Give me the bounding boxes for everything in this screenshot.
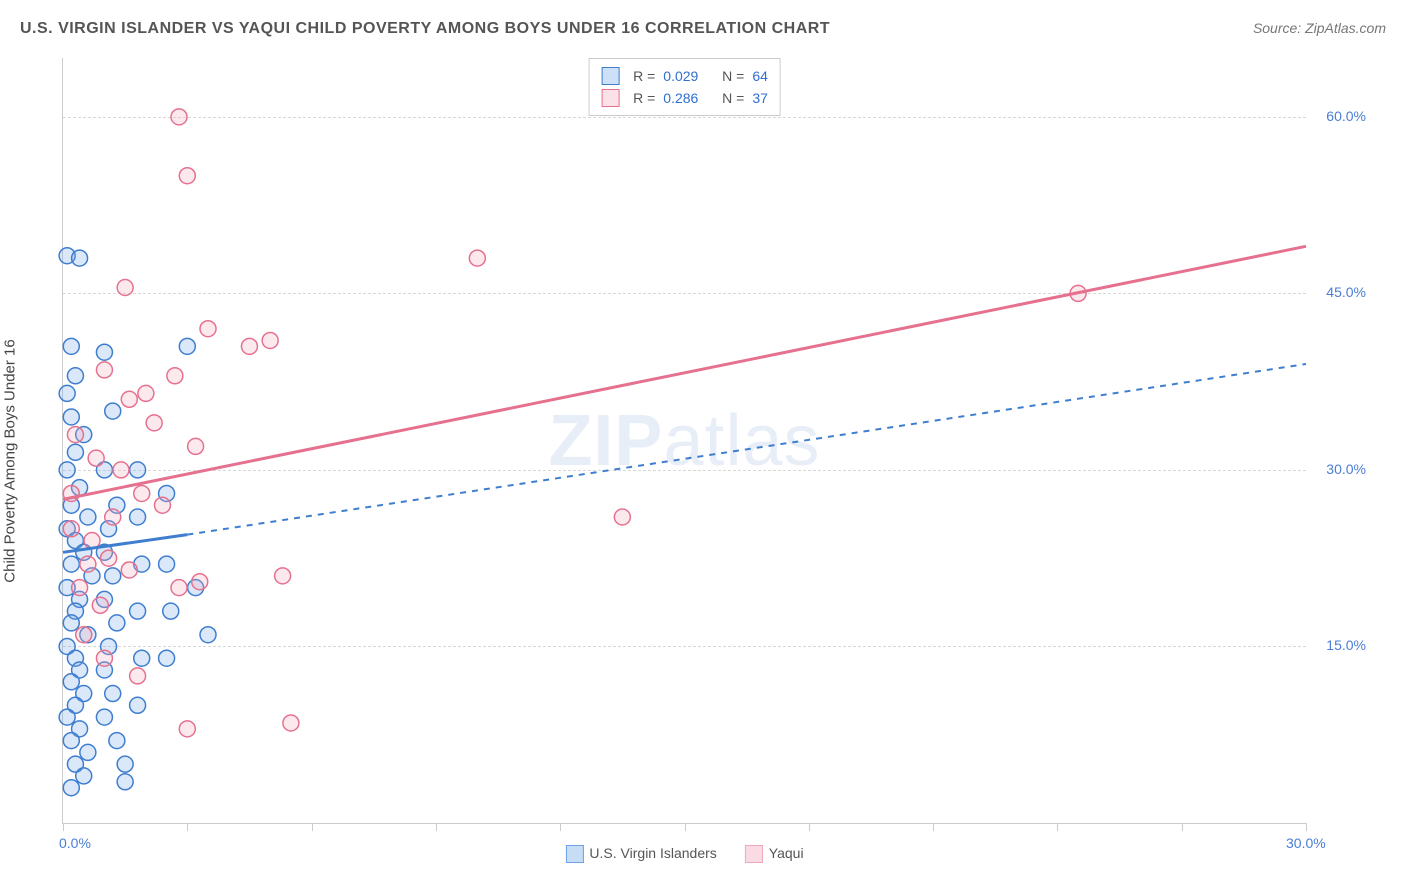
y-tick-label: 15.0% [1326,637,1366,653]
x-tick [933,823,934,831]
chart-source: Source: ZipAtlas.com [1253,20,1386,36]
legend-r-label: R = [633,87,655,109]
x-tick-label: 0.0% [59,835,91,851]
trend-line-usvi [63,535,187,553]
x-tick [187,823,188,831]
legend-r-yaqui: 0.286 [663,87,698,109]
x-tick [685,823,686,831]
legend-n-label: N = [722,87,744,109]
chart-container: Child Poverty Among Boys Under 16 ZIPatl… [20,50,1386,872]
legend-n-label: N = [722,65,744,87]
x-tick [63,823,64,831]
legend-r-usvi: 0.029 [663,65,698,87]
y-tick-label: 60.0% [1326,108,1366,124]
y-axis-label: Child Poverty Among Boys Under 16 [2,339,19,582]
legend-label-usvi: U.S. Virgin Islanders [589,845,716,861]
legend-row-usvi: R = 0.029 N = 64 [601,65,768,87]
legend-r-label: R = [633,65,655,87]
x-tick [312,823,313,831]
x-tick [560,823,561,831]
plot-area: ZIPatlas R = 0.029 N = 64 R = 0.286 N = … [62,58,1306,824]
legend-item-usvi: U.S. Virgin Islanders [565,845,716,863]
series-legend: U.S. Virgin Islanders Yaqui [565,845,803,863]
trend-lines [63,58,1306,823]
legend-n-yaqui: 37 [752,87,768,109]
x-tick [436,823,437,831]
correlation-legend: R = 0.029 N = 64 R = 0.286 N = 37 [588,58,781,116]
legend-swatch-usvi [601,67,619,85]
x-tick [1306,823,1307,831]
legend-swatch-icon [745,845,763,863]
y-tick-label: 30.0% [1326,461,1366,477]
trend-line-yaqui [63,246,1306,499]
legend-n-usvi: 64 [752,65,768,87]
y-tick-label: 45.0% [1326,284,1366,300]
legend-swatch-icon [565,845,583,863]
trend-line-usvi-dashed [187,364,1306,535]
legend-label-yaqui: Yaqui [769,845,804,861]
x-tick [1057,823,1058,831]
x-tick [1182,823,1183,831]
chart-title: U.S. VIRGIN ISLANDER VS YAQUI CHILD POVE… [20,20,830,38]
x-tick [809,823,810,831]
legend-item-yaqui: Yaqui [745,845,804,863]
legend-swatch-yaqui [601,89,619,107]
x-tick-label: 30.0% [1286,835,1326,851]
legend-row-yaqui: R = 0.286 N = 37 [601,87,768,109]
